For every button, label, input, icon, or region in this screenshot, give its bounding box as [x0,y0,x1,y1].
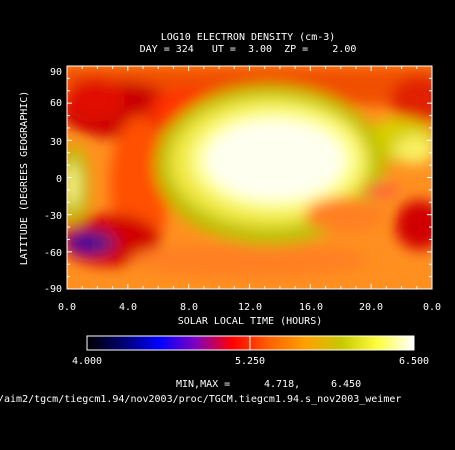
y-tick-label: 60 [50,98,62,109]
y-tick-label: -60 [44,248,62,259]
max-value: 6.450 [331,379,361,390]
min-value: 4.718, [264,379,300,390]
x-tick-label: 12.0 [238,302,262,313]
x-tick-label: 8.0 [180,302,198,313]
y-tick-label: -30 [44,211,62,222]
y-axis-label: LATITUDE (DEGREES GEOGRAPHIC) [19,91,30,266]
y-tick-label: 90 [50,67,62,78]
chart-title: LOG10 ELECTRON DENSITY (cm-3) [161,32,336,43]
x-tick-label: 16.0 [299,302,323,313]
colorbar-min-label: 4.000 [72,356,102,367]
x-tick-label: 20.0 [359,302,383,313]
x-tick-label: 0.0 [58,302,76,313]
y-tick-label: 30 [50,137,62,148]
y-tick-label: -90 [44,284,62,295]
chart-subtitle: DAY = 324 UT = 3.00 ZP = 2.00 [140,44,357,55]
x-axis-label: SOLAR LOCAL TIME (HOURS) [178,316,323,327]
x-tick-label: 0.0 [423,302,441,313]
source-path: /aim2/tgcm/tiegcm1.94/nov2003/proc/TGCM.… [0,394,401,405]
x-tick-label: 4.0 [119,302,137,313]
axis-ticks [66,65,433,290]
colorbar-mid-label: 5.250 [235,356,265,367]
heatmap-field [67,66,432,289]
colorbar-max-label: 6.500 [399,356,429,367]
y-tick-label: 0 [56,174,62,185]
minmax-label: MIN,MAX = [176,379,230,390]
